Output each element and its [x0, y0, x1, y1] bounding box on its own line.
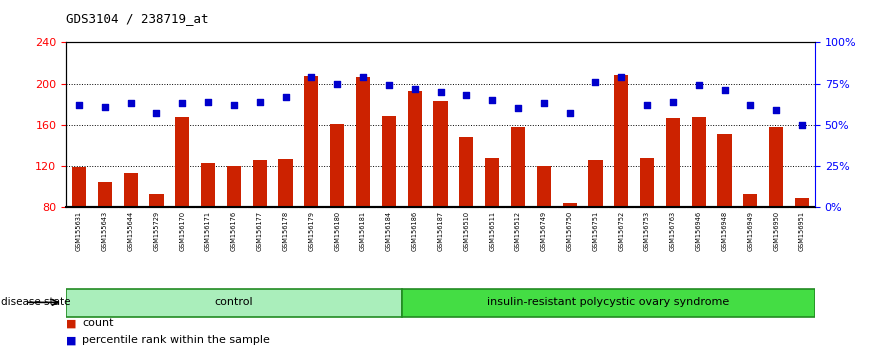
Bar: [614, 75, 628, 207]
Text: GSM156751: GSM156751: [592, 211, 598, 251]
Bar: [795, 198, 809, 207]
Bar: [769, 127, 783, 207]
Point: [485, 97, 500, 103]
Text: disease state: disease state: [1, 297, 70, 307]
Point: [330, 81, 344, 86]
Text: GSM156176: GSM156176: [231, 211, 237, 251]
Text: GSM156179: GSM156179: [308, 211, 315, 251]
Bar: [562, 203, 577, 207]
Point: [253, 99, 267, 104]
Text: GSM156946: GSM156946: [696, 211, 702, 251]
Text: GSM156511: GSM156511: [489, 211, 495, 251]
Text: GSM156948: GSM156948: [722, 211, 728, 251]
Text: insulin-resistant polycystic ovary syndrome: insulin-resistant polycystic ovary syndr…: [487, 297, 729, 307]
Text: percentile rank within the sample: percentile rank within the sample: [82, 335, 270, 346]
Point: [563, 110, 577, 116]
Bar: [485, 158, 500, 207]
Bar: [408, 91, 422, 207]
Text: GSM156178: GSM156178: [283, 211, 289, 251]
Bar: [666, 118, 680, 207]
Text: GSM156750: GSM156750: [566, 211, 573, 251]
Bar: [356, 78, 370, 207]
Bar: [744, 194, 758, 207]
Bar: [72, 167, 86, 207]
Bar: [175, 116, 189, 207]
Point: [795, 122, 809, 128]
Text: GSM156181: GSM156181: [360, 211, 366, 251]
Point: [589, 79, 603, 85]
Bar: [640, 158, 655, 207]
Point: [72, 102, 86, 108]
Text: GSM156512: GSM156512: [515, 211, 521, 251]
Text: ■: ■: [66, 318, 80, 329]
Text: GDS3104 / 238719_at: GDS3104 / 238719_at: [66, 12, 209, 25]
Text: GSM156171: GSM156171: [205, 211, 211, 251]
Text: GSM155643: GSM155643: [102, 211, 107, 251]
Text: GSM156177: GSM156177: [256, 211, 263, 251]
Point: [717, 87, 731, 93]
Bar: [381, 115, 396, 207]
Point: [227, 102, 241, 108]
Bar: [717, 134, 731, 207]
Bar: [278, 159, 292, 207]
Point: [511, 105, 525, 111]
Point: [614, 74, 628, 80]
Point: [459, 92, 473, 98]
Bar: [253, 160, 267, 207]
Text: GSM156184: GSM156184: [386, 211, 392, 251]
Point: [692, 82, 706, 88]
Bar: [98, 182, 112, 207]
Bar: [226, 166, 241, 207]
Point: [408, 86, 422, 91]
Point: [433, 89, 448, 95]
Point: [769, 107, 783, 113]
Text: GSM156186: GSM156186: [411, 211, 418, 251]
Point: [123, 101, 137, 106]
Point: [304, 74, 318, 80]
Bar: [537, 166, 551, 207]
Bar: [304, 76, 319, 207]
Point: [150, 110, 164, 116]
Text: GSM155631: GSM155631: [76, 211, 82, 251]
Text: count: count: [82, 318, 114, 329]
FancyBboxPatch shape: [66, 289, 402, 317]
Text: GSM156180: GSM156180: [334, 211, 340, 251]
Bar: [511, 127, 525, 207]
Text: GSM156749: GSM156749: [541, 211, 547, 251]
Text: control: control: [215, 297, 253, 307]
Point: [278, 94, 292, 99]
Bar: [330, 124, 344, 207]
Text: GSM156510: GSM156510: [463, 211, 470, 251]
Bar: [150, 194, 164, 207]
Point: [537, 101, 551, 106]
FancyBboxPatch shape: [402, 289, 815, 317]
Text: GSM156763: GSM156763: [670, 211, 676, 251]
Bar: [123, 173, 137, 207]
Point: [98, 104, 112, 109]
Point: [381, 82, 396, 88]
Bar: [692, 116, 706, 207]
Point: [201, 99, 215, 104]
Bar: [201, 163, 215, 207]
Text: GSM156753: GSM156753: [644, 211, 650, 251]
Text: GSM155729: GSM155729: [153, 211, 159, 251]
Bar: [433, 101, 448, 207]
Text: GSM156187: GSM156187: [438, 211, 443, 251]
Text: GSM156949: GSM156949: [747, 211, 753, 251]
Point: [666, 99, 680, 104]
Text: ■: ■: [66, 335, 80, 346]
Point: [640, 102, 654, 108]
Point: [175, 101, 189, 106]
Bar: [589, 160, 603, 207]
Text: GSM155644: GSM155644: [128, 211, 134, 251]
Point: [744, 102, 758, 108]
Text: GSM156170: GSM156170: [179, 211, 185, 251]
Text: GSM156950: GSM156950: [774, 211, 779, 251]
Text: GSM156951: GSM156951: [799, 211, 805, 251]
Text: GSM156752: GSM156752: [618, 211, 625, 251]
Point: [356, 74, 370, 80]
Bar: [459, 137, 473, 207]
